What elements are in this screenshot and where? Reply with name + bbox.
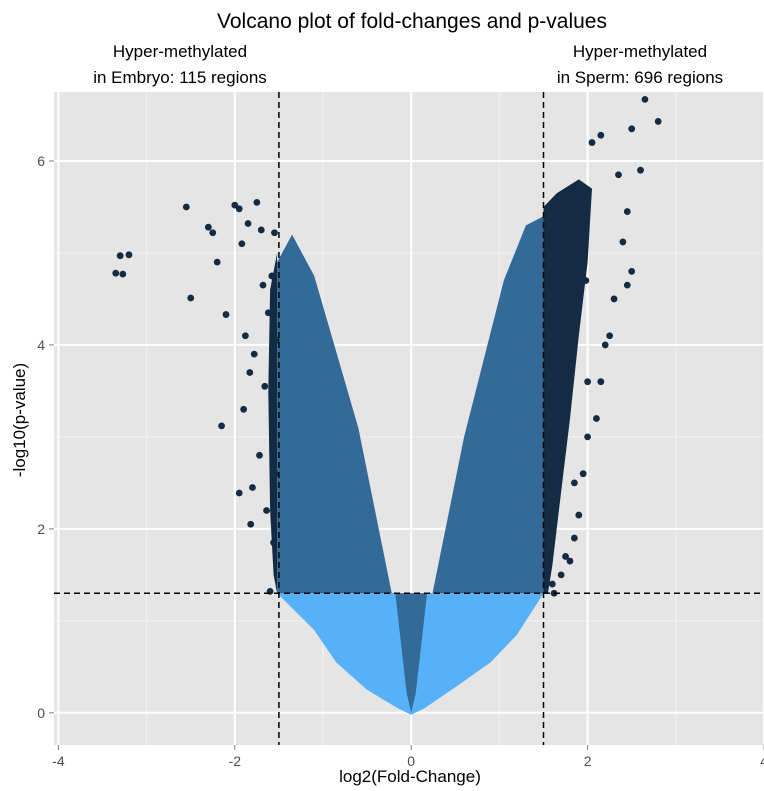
significant-region bbox=[277, 216, 544, 713]
data-point bbox=[593, 415, 600, 422]
x-axis-label: log2(Fold-Change) bbox=[339, 767, 481, 786]
data-point bbox=[182, 203, 190, 211]
data-point bbox=[249, 484, 256, 491]
data-point bbox=[272, 336, 280, 344]
data-points bbox=[112, 95, 662, 597]
data-point bbox=[271, 229, 278, 237]
data-point bbox=[257, 226, 265, 234]
x-tick-label: -4 bbox=[52, 753, 65, 769]
data-point bbox=[637, 166, 644, 174]
data-point bbox=[575, 511, 583, 519]
data-point bbox=[213, 258, 221, 266]
data-point bbox=[270, 539, 278, 547]
x-tick-label: 4 bbox=[760, 753, 764, 769]
data-point bbox=[119, 270, 127, 278]
data-point bbox=[584, 378, 592, 386]
data-point bbox=[579, 470, 587, 478]
data-point bbox=[261, 382, 269, 390]
data-point bbox=[582, 277, 590, 284]
data-point bbox=[601, 341, 609, 349]
y-axis: 0 2 4 6 bbox=[37, 153, 54, 721]
data-point bbox=[235, 205, 243, 213]
data-point bbox=[259, 281, 267, 289]
y-tick-label: 6 bbox=[37, 153, 45, 169]
annotation-sperm-line2: in Sperm: 696 regions bbox=[557, 68, 723, 87]
data-point bbox=[235, 489, 243, 497]
x-tick-label: 0 bbox=[407, 753, 415, 769]
data-point bbox=[654, 118, 662, 125]
data-point bbox=[268, 272, 276, 280]
data-point bbox=[244, 220, 252, 227]
data-point bbox=[566, 557, 574, 565]
data-point bbox=[125, 251, 133, 259]
data-point bbox=[256, 451, 263, 459]
x-tick-label: 2 bbox=[584, 753, 592, 769]
data-point bbox=[218, 422, 225, 430]
hyper-sperm-region bbox=[543, 179, 592, 594]
data-point bbox=[597, 131, 605, 139]
y-tick-label: 0 bbox=[37, 705, 45, 721]
data-point bbox=[263, 507, 270, 514]
data-point bbox=[264, 309, 272, 317]
y-axis-label: -log10(p-value) bbox=[10, 363, 29, 477]
data-point bbox=[269, 428, 277, 436]
data-point bbox=[246, 369, 254, 376]
data-point bbox=[250, 350, 258, 358]
data-point bbox=[112, 269, 120, 277]
data-point bbox=[548, 580, 556, 588]
threshold-lines bbox=[54, 92, 764, 745]
y-tick-label: 2 bbox=[37, 521, 45, 537]
data-point bbox=[241, 332, 249, 340]
data-point bbox=[570, 479, 578, 487]
data-point bbox=[628, 125, 636, 133]
data-point bbox=[588, 139, 596, 146]
data-point bbox=[615, 171, 622, 179]
data-point bbox=[610, 295, 618, 303]
annotation-sperm-line1: Hyper-methylated bbox=[573, 42, 707, 61]
data-point bbox=[247, 520, 255, 528]
data-point bbox=[271, 470, 279, 478]
data-point bbox=[628, 267, 636, 275]
data-point bbox=[204, 223, 212, 231]
annotation-embryo-line1: Hyper-methylated bbox=[113, 42, 247, 61]
center-region bbox=[296, 593, 526, 715]
data-point bbox=[238, 240, 246, 248]
data-point bbox=[116, 252, 124, 260]
data-point bbox=[187, 294, 195, 302]
data-point bbox=[606, 332, 614, 340]
data-point bbox=[597, 378, 605, 386]
chart-title: Volcano plot of fold-changes and p-value… bbox=[217, 10, 607, 33]
data-point bbox=[209, 229, 217, 237]
x-tick-label: -2 bbox=[229, 753, 242, 769]
data-point bbox=[641, 95, 649, 103]
data-point bbox=[623, 208, 631, 215]
y-tick-label: 4 bbox=[37, 337, 45, 353]
data-point bbox=[253, 198, 261, 206]
data-point bbox=[562, 553, 569, 560]
x-axis: -4 -2 0 2 4 bbox=[52, 745, 764, 769]
data-point bbox=[570, 534, 578, 542]
data-point bbox=[584, 433, 592, 441]
data-point bbox=[557, 571, 565, 579]
data-point bbox=[222, 311, 230, 318]
data-point bbox=[623, 281, 631, 289]
data-point bbox=[240, 405, 248, 413]
annotation-embryo-line2: in Embryo: 115 regions bbox=[93, 68, 267, 87]
data-point bbox=[619, 238, 627, 246]
point-cloud bbox=[268, 179, 592, 715]
